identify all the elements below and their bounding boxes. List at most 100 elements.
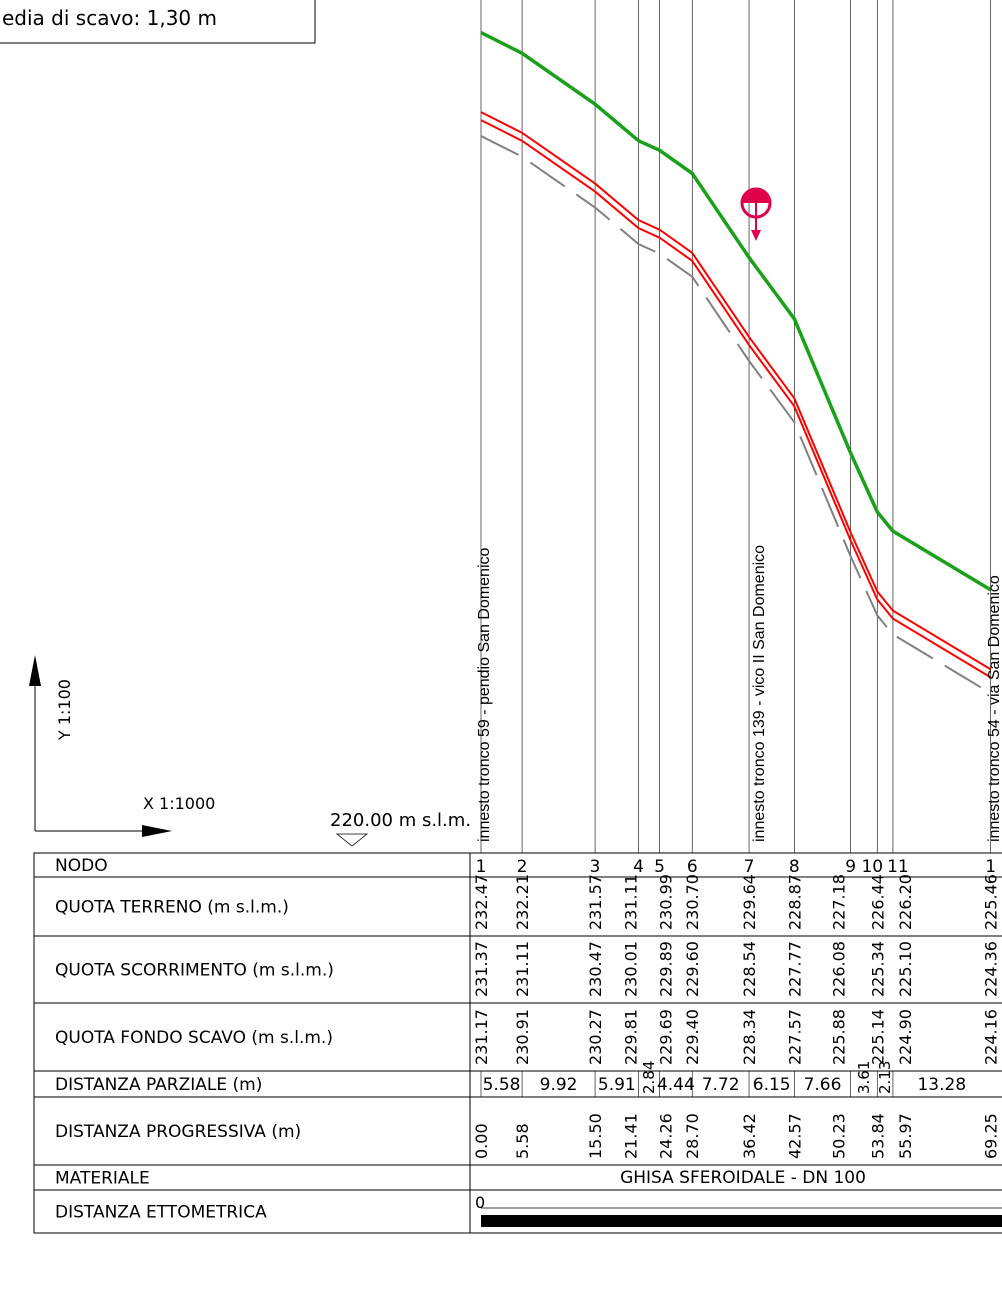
quota-fondo-scavo-value: 227.57 [785,1009,804,1065]
terrain-line [480,31,992,592]
distanza-parziale-value: 5.91 [598,1075,636,1095]
quota-terreno-value: 231.11 [622,874,641,930]
quota-terreno-value: 230.70 [683,874,702,930]
node-number: 11 [887,857,909,877]
profile-table: NODO QUOTA TERRENO (m s.l.m.) QUOTA SCORRI… [33,852,1002,1234]
node-number: 5 [654,857,665,877]
distanza-progressiva-value: 36.42 [740,1113,759,1159]
quota-fondo-scavo-value: 231.17 [472,1009,491,1065]
profile-lines [480,31,992,695]
quota-terreno-value: 229.64 [740,874,759,930]
distanza-parziale-value: 2.84 [640,1061,658,1094]
distanza-parziale-value: 9.92 [540,1075,578,1095]
row-label: DISTANZA PARZIALE (m) [55,1075,262,1095]
quota-scorrimento-value: 228.54 [740,941,759,997]
node-number: 7 [744,857,755,877]
distanza-progressiva-value: 28.70 [683,1113,702,1159]
quota-terreno-value: 225.46 [982,874,1001,930]
junction-label-3: innesto tronco 54 - via San Domenico [986,575,1002,842]
quota-fondo-scavo-value: 229.69 [657,1009,676,1065]
quota-scorrimento-value: 225.10 [896,941,915,997]
pipe-top-line [480,111,992,671]
distanza-progressiva-value: 15.50 [586,1113,605,1159]
quota-terreno-value: 231.57 [586,874,605,930]
distanza-progressiva-value: 50.23 [830,1113,849,1159]
distanza-parziale-value: 7.66 [804,1075,842,1095]
distanza-progressiva-value: 42.57 [785,1113,804,1159]
quota-fondo-scavo-value: 229.40 [683,1009,702,1065]
junction-label-2: innesto tronco 139 - vico II San Domenic… [751,545,768,842]
distanza-parziale-value: 6.15 [753,1075,791,1095]
pipe-bottom-line [480,119,992,679]
quota-fondo-scavo-value: 225.88 [830,1009,849,1065]
ettometric-bar [481,1215,1002,1227]
ettometrica-value: 0 [475,1193,485,1212]
distanza-parziale-value: 4.44 [657,1075,695,1095]
distanza-progressiva-value: 0.00 [472,1123,491,1159]
quota-fondo-scavo-value: 224.90 [896,1009,915,1065]
quota-fondo-scavo-value: 228.34 [740,1009,759,1065]
scale-axes: Y 1:100 X 1:1000 220.00 m s.l.m. [29,655,471,847]
distanza-progressiva-value: 53.84 [868,1113,887,1159]
row-label: QUOTA FONDO SCAVO (m s.l.m.) [55,1028,333,1048]
row-label: NODO [55,856,108,876]
y-scale-label: Y 1:100 [55,679,74,741]
quota-terreno-value: 227.18 [830,874,849,930]
node-number: 8 [789,857,800,877]
quota-fondo-scavo-value: 230.91 [513,1009,532,1065]
note-text: edia di scavo: 1,30 m [2,6,217,30]
node-vertical-lines [480,0,991,853]
distanza-progressiva-value: 69.25 [982,1113,1001,1159]
row-label: QUOTA SCORRIMENTO (m s.l.m.) [55,961,334,981]
quota-fondo-scavo-value: 224.16 [982,1009,1001,1065]
node-number: 3 [590,857,601,877]
distanza-parziale-value: 3.61 [855,1061,873,1094]
node-number: 10 [861,857,883,877]
materiale-value: GHISA SFEROIDALE - DN 100 [620,1168,866,1188]
quota-terreno-value: 228.87 [785,874,804,930]
x-scale-label: X 1:1000 [143,794,215,813]
quota-terreno-value: 232.21 [513,874,532,930]
quota-fondo-scavo-value: 230.27 [586,1009,605,1065]
quota-fondo-scavo-value: 229.81 [622,1009,641,1065]
node-number: 1 [985,857,996,877]
distanza-parziale-value: 2.13 [876,1061,894,1094]
node-number: 4 [633,857,644,877]
quota-scorrimento-value: 230.47 [586,941,605,997]
distanza-parziale-value: 7.72 [702,1075,740,1095]
datum-label: 220.00 m s.l.m. [330,810,471,831]
quota-scorrimento-value: 229.60 [683,941,702,997]
distanza-parziale-value: 13.28 [917,1075,966,1095]
quota-scorrimento-value: 229.89 [657,941,676,997]
quota-terreno-value: 226.44 [868,874,887,930]
note-box: edia di scavo: 1,30 m [0,0,316,44]
row-label: DISTANZA PROGRESSIVA (m) [55,1122,301,1142]
quota-scorrimento-value: 230.01 [622,941,641,997]
node-number: 1 [476,857,487,877]
quota-scorrimento-value: 231.11 [513,941,532,997]
quota-terreno-value: 230.99 [657,874,676,930]
quota-scorrimento-value: 231.37 [472,941,491,997]
valve-symbol [740,187,772,241]
node-number: 9 [845,857,856,877]
quota-terreno-value: 232.47 [472,874,491,930]
quota-scorrimento-value: 224.36 [982,941,1001,997]
row-label: MATERIALE [55,1169,150,1189]
quota-fondo-scavo-value: 225.14 [868,1009,887,1065]
distanza-parziale-value: 5.58 [483,1075,521,1095]
junction-label-1: innesto tronco 59 - pendio San Domenico [476,547,493,842]
quota-terreno-value: 226.20 [896,874,915,930]
node-number: 2 [517,857,528,877]
quota-scorrimento-value: 226.08 [830,941,849,997]
quota-scorrimento-value: 227.77 [785,941,804,997]
excavation-bottom-line [480,135,992,695]
distanza-progressiva-value: 24.26 [657,1113,676,1159]
node-number: 6 [687,857,698,877]
distanza-progressiva-value: 55.97 [896,1113,915,1159]
row-label: QUOTA TERRENO (m s.l.m.) [55,898,289,918]
distanza-progressiva-value: 5.58 [513,1123,532,1159]
distanza-progressiva-value: 21.41 [622,1113,641,1159]
quota-scorrimento-value: 225.34 [868,941,887,997]
datum-marker [335,833,369,847]
